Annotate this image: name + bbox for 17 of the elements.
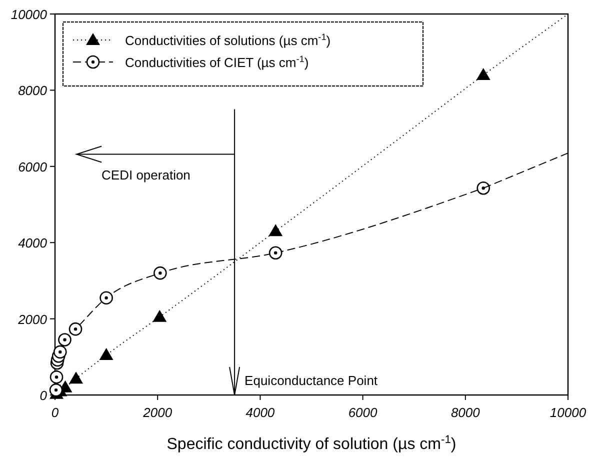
y-tick-label: 0 — [40, 388, 48, 403]
y-tick-label: 8000 — [18, 83, 48, 98]
x-tick-label: 6000 — [348, 405, 378, 420]
x-tick-label: 10000 — [550, 405, 587, 420]
y-tick-label: 6000 — [18, 159, 48, 174]
legend-label: Conductivities of CIET (µs cm$^{-1}$) — [125, 54, 309, 70]
legend-label: Conductivities of solutions (µs cm$^{-1}$) — [125, 32, 331, 48]
y-tick-label: 10000 — [10, 7, 48, 22]
y-tick-label: 4000 — [18, 236, 48, 251]
y-tick-label: 2000 — [17, 312, 48, 327]
x-axis-title: Specific conductivity of solution (µs cm$^{-1}$) — [166, 434, 456, 453]
x-tick-label: 0 — [51, 405, 60, 420]
ref-line-label: Equiconductance Point — [244, 373, 378, 388]
x-tick-label: 8000 — [450, 405, 481, 420]
x-tick-label: 2000 — [142, 405, 173, 420]
x-tick-label: 4000 — [246, 405, 276, 420]
annotation: CEDI operation — [102, 167, 190, 182]
